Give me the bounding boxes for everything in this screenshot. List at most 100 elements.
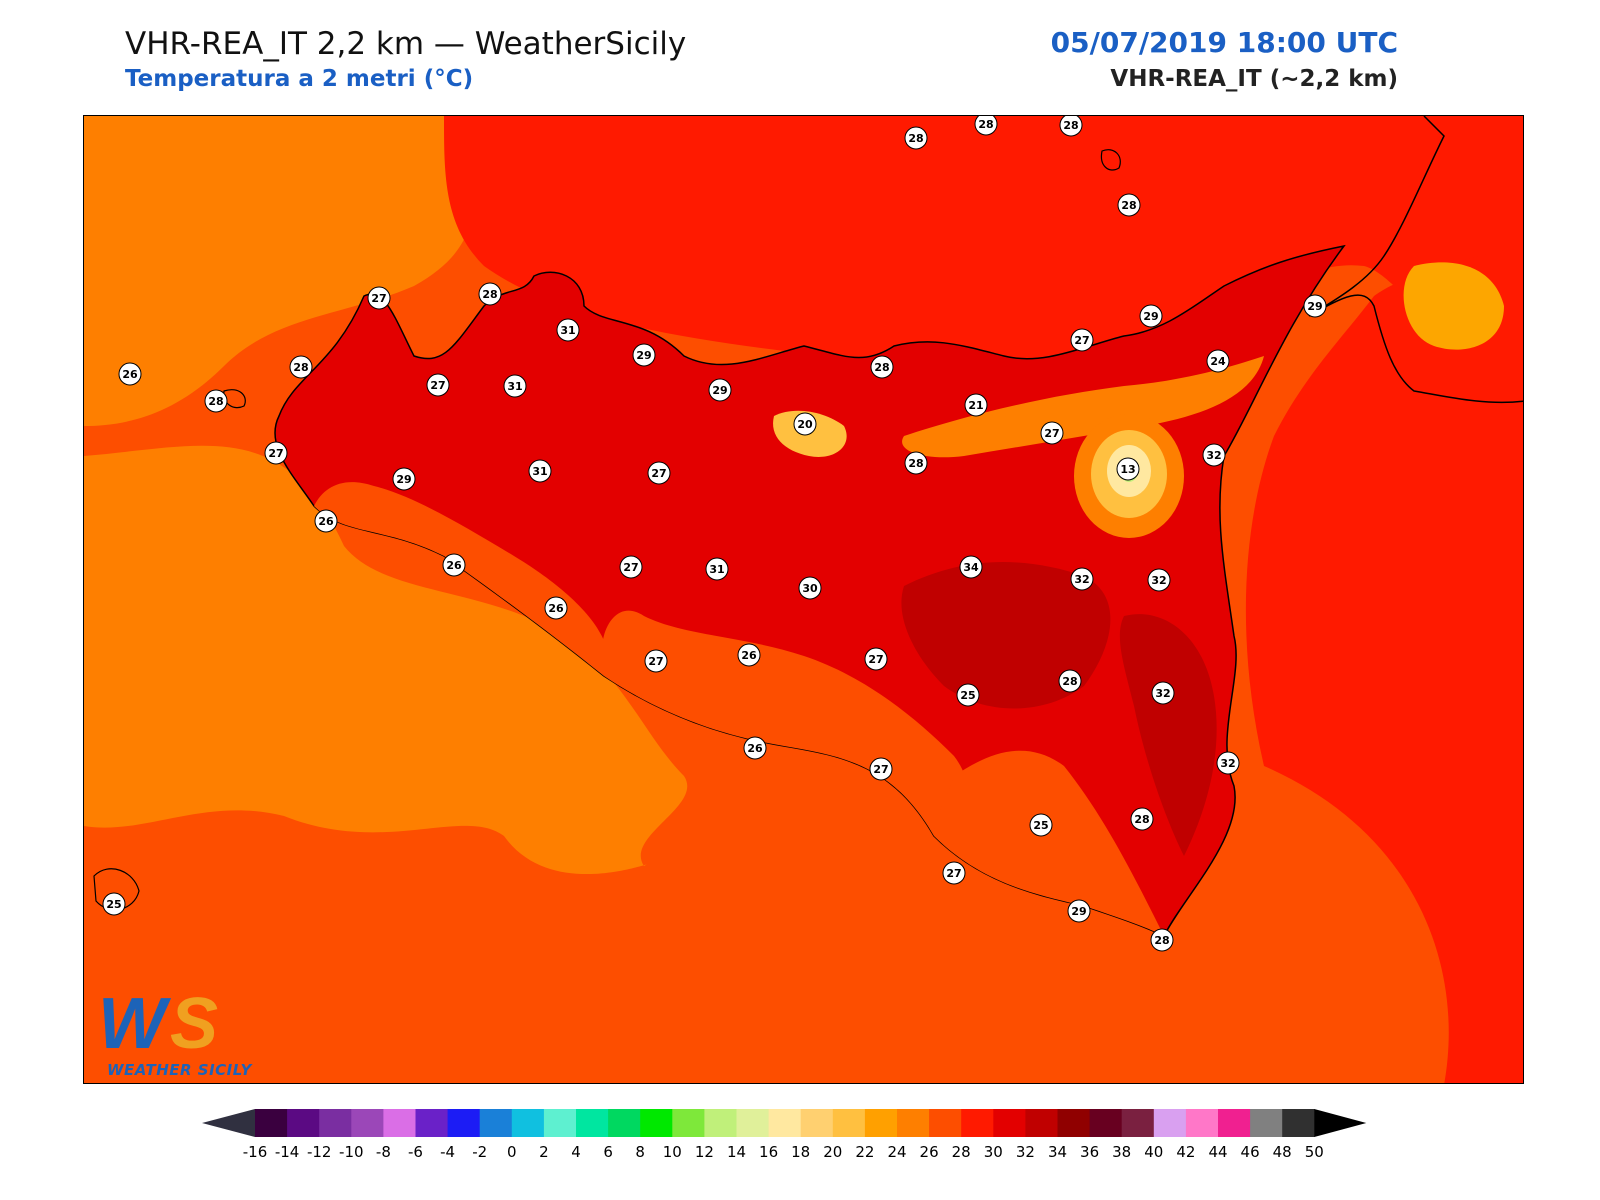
station-marker: 29: [632, 343, 656, 367]
colorbar-tick-label: 44: [1208, 1143, 1227, 1161]
sea-hot-east: [1245, 246, 1523, 1083]
colorbar-segment: [1057, 1109, 1091, 1137]
station-value: 29: [396, 473, 411, 486]
station-value: 26: [446, 559, 462, 572]
station-value: 28: [1062, 675, 1077, 688]
station-dot: [869, 757, 893, 781]
station-dot: [708, 378, 732, 402]
station-dot: [743, 736, 767, 760]
station-marker: 29: [392, 467, 416, 491]
sicily-center-warm: [601, 610, 967, 836]
station-value: 29: [636, 349, 651, 362]
nebrodi-cool: [902, 356, 1264, 458]
station-dot: [442, 553, 466, 577]
colorbar-tick-label: 34: [1048, 1143, 1067, 1161]
station-value: 25: [106, 898, 121, 911]
station-marker: 28: [870, 355, 894, 379]
station-dot: [478, 282, 502, 306]
station-value: 31: [532, 465, 547, 478]
colorbar-segment: [1185, 1109, 1219, 1137]
station-marker: 29: [1067, 899, 1091, 923]
colorbar-tick-label: -16: [243, 1143, 268, 1161]
station-dot: [1059, 116, 1083, 137]
station-value: 27: [1074, 334, 1089, 347]
station-dot: [1116, 457, 1140, 481]
station-value: 27: [946, 867, 961, 880]
colorbar-segment: [319, 1109, 352, 1137]
sea-cool-zone-north: [84, 116, 473, 426]
temperature-map[interactable]: 28 28 28 28 27 28 31 29 29 29 26 28 27 31 28 24 28 29 20 21…: [83, 115, 1524, 1084]
station-value: 27: [1044, 427, 1059, 440]
colorbar-segment: [479, 1109, 513, 1137]
colorbar-tick-label: 24: [887, 1143, 906, 1161]
station-dot: [942, 861, 966, 885]
station-value: 31: [709, 563, 724, 576]
station-marker: 28: [1130, 807, 1154, 831]
station-dot: [632, 343, 656, 367]
station-dot: [737, 643, 761, 667]
station-dot: [367, 286, 391, 310]
station-value: 13: [1120, 463, 1135, 476]
station-value: 27: [648, 655, 663, 668]
station-dot: [964, 393, 988, 417]
station-marker: 20: [793, 412, 817, 436]
colorbar-segment: [768, 1109, 802, 1137]
station-dot: [705, 557, 729, 581]
station-marker: 26: [737, 643, 761, 667]
station-dot: [798, 576, 822, 600]
station-value: 28: [208, 395, 223, 408]
colorbar-segment: [576, 1109, 609, 1137]
station-value: 27: [268, 447, 283, 460]
station-value: 28: [908, 457, 923, 470]
colorbar-segment: [993, 1109, 1026, 1137]
station-value: 28: [1121, 199, 1136, 212]
colorbar-segment: [351, 1109, 384, 1137]
station-value: 24: [1210, 355, 1226, 368]
map-title: VHR-REA_IT 2,2 km — WeatherSicily: [125, 26, 687, 62]
station-marker: 32: [1070, 567, 1094, 591]
station-marker: 27: [1040, 421, 1064, 445]
station-marker: 30: [798, 576, 822, 600]
colorbar-segment: [1121, 1109, 1155, 1137]
station-value: 27: [430, 379, 445, 392]
colorbar-segment: [1025, 1109, 1058, 1137]
station-value: 27: [651, 467, 666, 480]
station-marker: 28: [204, 389, 228, 413]
colorbar-segment: [511, 1109, 545, 1137]
station-dot: [956, 683, 980, 707]
station-dot: [959, 555, 983, 579]
station-marker: 13: [1116, 457, 1140, 481]
colorbar-tick-label: 20: [823, 1143, 842, 1161]
station-value: 20: [797, 418, 813, 431]
station-value: 26: [122, 368, 138, 381]
station-dot: [556, 318, 580, 342]
station-marker: 28: [1150, 928, 1174, 952]
colorbar-tick-label: 30: [984, 1143, 1003, 1161]
station-dot: [264, 441, 288, 465]
station-marker: 31: [556, 318, 580, 342]
colorbar-segment: [287, 1109, 320, 1137]
colorbar-tick-label: 18: [791, 1143, 810, 1161]
colorbar-tick-label: 50: [1305, 1143, 1324, 1161]
station-marker: 24: [1206, 349, 1230, 373]
station-value: 27: [873, 763, 888, 776]
station-marker: 26: [314, 509, 338, 533]
colorbar-segment: [704, 1109, 737, 1137]
station-value: 32: [1151, 574, 1166, 587]
colorbar-under-arrow: [202, 1109, 255, 1137]
station-value: 28: [908, 132, 923, 145]
station-value: 31: [507, 380, 522, 393]
station-value: 29: [1143, 310, 1158, 323]
station-value: 25: [1033, 819, 1048, 832]
station-marker: 28: [904, 126, 928, 150]
station-marker: 27: [869, 757, 893, 781]
colorbar-tick-label: -12: [307, 1143, 332, 1161]
colorbar-tick-label: 8: [635, 1143, 645, 1161]
station-dot: [619, 555, 643, 579]
station-value: 28: [874, 361, 889, 374]
colorbar-segment: [1218, 1109, 1251, 1137]
map-canvas[interactable]: 28 28 28 28 27 28 31 29 29 29 26 28 27 31 28 24 28 29 20 21…: [84, 116, 1524, 1084]
colorbar-segment: [832, 1109, 866, 1137]
station-value: 27: [371, 292, 386, 305]
colorbar-tick-label: 38: [1112, 1143, 1131, 1161]
